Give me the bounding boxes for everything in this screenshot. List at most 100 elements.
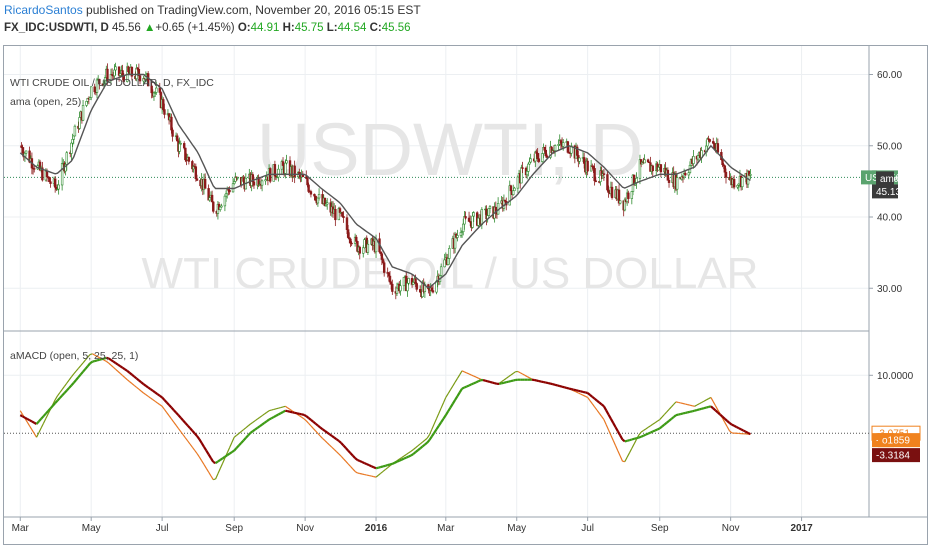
macd-signal-segment	[342, 444, 347, 449]
macd-signal-segment	[605, 409, 610, 416]
candle-body	[666, 169, 670, 181]
macd-signal-segment	[261, 421, 266, 426]
macd-fast-segment	[673, 401, 677, 405]
candle-body	[415, 283, 418, 290]
macd-fast-segment	[408, 450, 412, 454]
macd-signal-segment	[328, 433, 333, 437]
macd-signal-segment	[108, 357, 112, 361]
macd-fast-segment	[77, 365, 82, 369]
macd-signal-segment	[89, 360, 94, 365]
candle-body	[521, 167, 524, 169]
candle-body	[98, 78, 101, 85]
macd-signal-segment	[512, 378, 516, 382]
macd-fast-segment	[163, 409, 168, 413]
macd-signal-segment	[571, 388, 574, 391]
macd-fast-segment	[473, 375, 477, 378]
candle-body	[219, 206, 222, 210]
macd-signal-segment	[561, 385, 565, 389]
candle-body	[252, 181, 256, 186]
macd-signal-segment	[687, 410, 691, 414]
macd-signal-segment	[296, 412, 300, 415]
macd-signal-segment	[75, 376, 80, 381]
macd-signal-segment	[612, 422, 617, 428]
candle-body	[179, 143, 182, 145]
candle-body	[326, 202, 329, 205]
macd-signal-segment	[198, 438, 203, 444]
macd-signal-segment	[319, 426, 324, 431]
macd-signal-segment	[287, 410, 291, 413]
candle-body	[657, 167, 660, 171]
macd-signal-segment	[152, 389, 156, 394]
macd-fast-segment	[329, 444, 333, 448]
macd-signal-segment	[247, 432, 252, 437]
candle-body	[391, 283, 394, 292]
macd-signal-segment	[193, 432, 198, 437]
macd-fast-segment	[692, 405, 695, 407]
macd-signal-segment	[475, 380, 479, 384]
symbol-tag-bg	[861, 170, 877, 185]
macd-signal-segment	[466, 384, 470, 388]
candle-body	[301, 174, 304, 178]
macd-fast-segment	[580, 393, 584, 396]
macd-fast-segment	[280, 406, 284, 409]
time-tick-label: Nov	[722, 523, 740, 534]
macd-fast-segment	[598, 412, 603, 417]
candle-body	[414, 278, 417, 284]
macd-signal-segment	[307, 417, 312, 421]
macd-signal-segment	[45, 410, 50, 415]
macd-fast-segment	[150, 397, 154, 401]
macd-fast-segment	[215, 473, 219, 480]
main-pane-title: WTI CRUDE OIL / US DOLLAR, D, FX_IDC	[10, 77, 214, 89]
candle-body	[284, 162, 287, 174]
macd-fast-segment	[638, 431, 642, 436]
candle-body	[228, 190, 231, 193]
macd-fast-segment	[278, 406, 281, 409]
macd-signal-segment	[101, 357, 105, 361]
macd-signal-segment	[598, 401, 603, 406]
macd-fast-segment	[726, 426, 731, 432]
macd-signal-segment	[394, 460, 398, 464]
macd-fast-segment	[387, 465, 391, 469]
macd-fast-segment	[326, 442, 330, 446]
candle-body	[439, 266, 443, 276]
macd-signal-segment	[314, 422, 319, 427]
macd-fast-segment	[505, 376, 509, 379]
macd-signal-segment	[128, 371, 133, 376]
close-label: C:	[369, 22, 382, 34]
macd-fast-segment	[501, 379, 505, 383]
macd-fast-segment	[29, 425, 33, 431]
candle-body	[659, 164, 663, 173]
macd-fast-segment	[26, 421, 31, 427]
macd-signal-segment	[165, 401, 170, 406]
macd-signal-segment	[680, 412, 684, 416]
macd-signal-segment	[487, 380, 491, 383]
macd-signal-segment	[191, 430, 196, 435]
macd-fast-segment	[524, 374, 528, 378]
author-link[interactable]: RicardoSantos	[4, 3, 83, 17]
macd-fast-segment	[268, 409, 272, 412]
macd-signal-segment	[207, 453, 212, 459]
macd-fast-segment	[205, 467, 210, 473]
macd-fast-segment	[452, 381, 456, 387]
macd-fast-segment	[187, 440, 191, 445]
macd-signal-segment	[96, 358, 100, 362]
macd-signal-segment	[366, 463, 370, 467]
macd-signal-segment	[675, 413, 679, 417]
macd-signal-segment	[492, 381, 495, 385]
macd-signal-segment	[417, 447, 421, 452]
macd-signal-segment	[424, 441, 428, 446]
macd-signal-segment	[698, 407, 702, 411]
macd-fast-segment	[245, 425, 249, 429]
candle-body	[399, 285, 402, 292]
candle-body	[208, 197, 211, 201]
macd-fast-segment	[366, 474, 370, 477]
macd-fast-segment	[250, 421, 254, 425]
macd-signal-segment	[168, 404, 173, 409]
symbol-label: FX_IDC:USDWTI, D	[4, 22, 109, 34]
high-label: H:	[282, 22, 295, 34]
macd-fast-segment	[645, 426, 649, 430]
ama-value-tag: 45.13	[876, 187, 901, 198]
macd-signal-segment	[273, 414, 277, 419]
macd-signal-segment	[405, 455, 410, 459]
